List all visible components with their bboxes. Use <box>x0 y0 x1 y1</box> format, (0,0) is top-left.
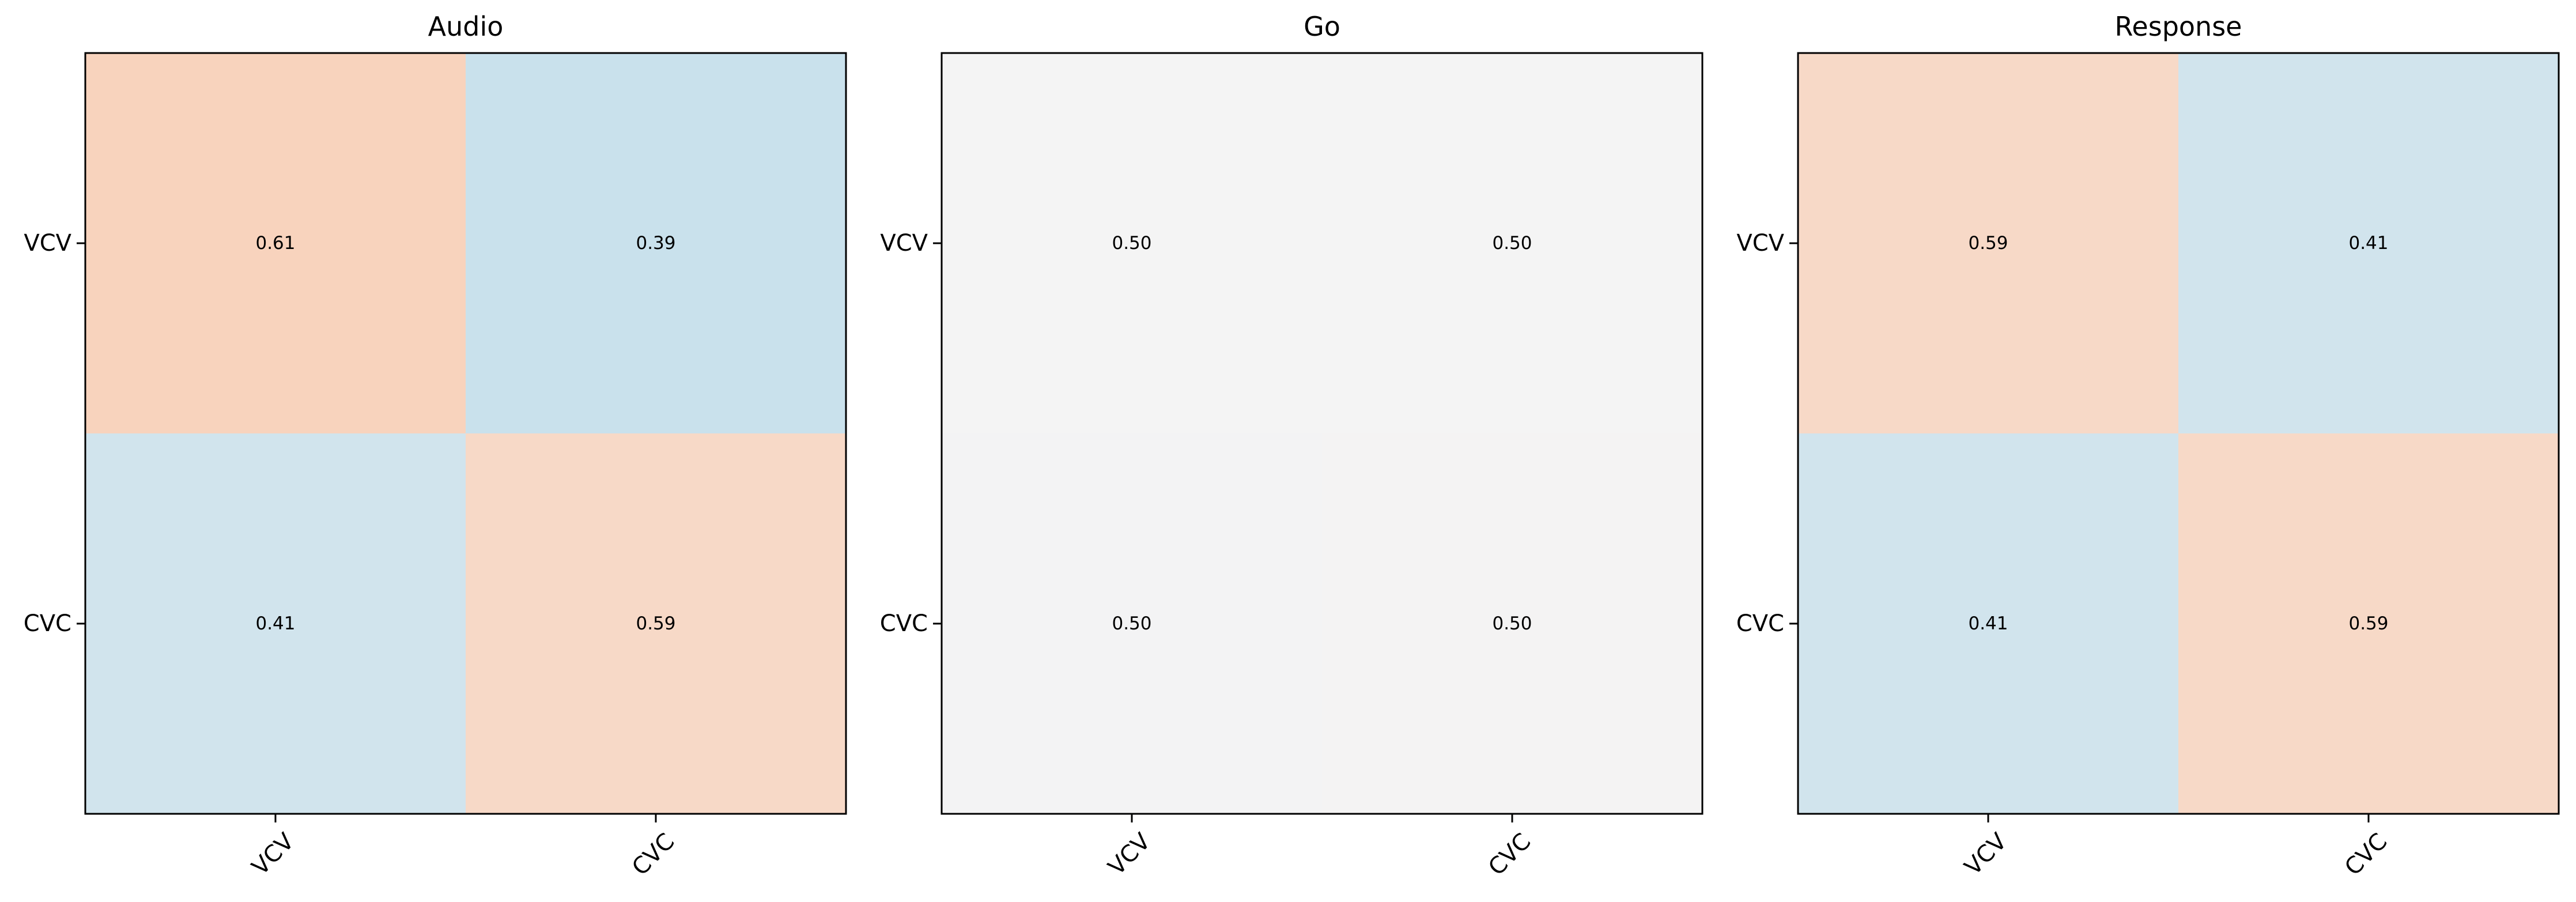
heatmap-cell <box>942 433 1322 814</box>
heatmap-panel-audio: 0.61 0.39 0.41 0.59 Audio VCV CVC VCV CVC <box>24 11 847 881</box>
x-tick-label: CVC <box>1483 828 1536 881</box>
cell-value-label: 0.50 <box>1112 613 1151 634</box>
cell-value-label: 0.41 <box>2348 233 2388 254</box>
y-tick-label: VCV <box>24 230 71 256</box>
x-tick-label: CVC <box>627 828 679 881</box>
panel-title: Audio <box>428 11 504 42</box>
heatmap-cell <box>2178 53 2559 433</box>
panel-title: Response <box>2115 11 2242 42</box>
y-tick-label: CVC <box>880 610 928 637</box>
heatmap-cell <box>2178 433 2559 814</box>
x-tick-label: VCV <box>1959 828 2012 880</box>
heatmap-panel-go: 0.50 0.50 0.50 0.50 Go VCV CVC VCV CVC <box>880 11 1704 881</box>
heatmap-cell <box>85 53 466 433</box>
x-tick-label: VCV <box>1103 828 1155 880</box>
heatmap-cell <box>1322 433 1702 814</box>
cell-value-label: 0.59 <box>636 613 675 634</box>
heatmap-cell <box>942 53 1322 433</box>
y-tick-label: CVC <box>1736 610 1784 637</box>
cell-value-label: 0.41 <box>255 613 295 634</box>
panel-title: Go <box>1304 11 1340 42</box>
heatmap-cell <box>466 53 846 433</box>
y-tick-label: VCV <box>1736 230 1784 256</box>
cell-value-label: 0.61 <box>255 233 295 254</box>
cell-value-label: 0.50 <box>1492 233 1532 254</box>
y-tick-label: CVC <box>24 610 71 637</box>
heatmap-cell <box>1798 433 2178 814</box>
plot-frame <box>940 52 1704 815</box>
cell-value-label: 0.41 <box>1968 613 2008 634</box>
cell-value-label: 0.50 <box>1112 233 1151 254</box>
heatmap-cell <box>1798 53 2178 433</box>
heatmap-cell <box>85 433 466 814</box>
heatmap-cell <box>466 433 846 814</box>
heatmap-panel-response: 0.59 0.41 0.41 0.59 Response VCV CVC VCV CVC <box>1736 11 2560 881</box>
heatmap-cell <box>1322 53 1702 433</box>
plot-frame <box>84 52 847 815</box>
x-tick-label: CVC <box>2340 828 2392 881</box>
plot-frame <box>1797 52 2560 815</box>
cell-value-label: 0.59 <box>2348 613 2388 634</box>
cell-value-label: 0.39 <box>636 233 675 254</box>
cell-value-label: 0.59 <box>1968 233 2008 254</box>
x-tick-label: VCV <box>247 828 299 880</box>
y-tick-label: VCV <box>880 230 928 256</box>
cell-value-label: 0.50 <box>1492 613 1532 634</box>
